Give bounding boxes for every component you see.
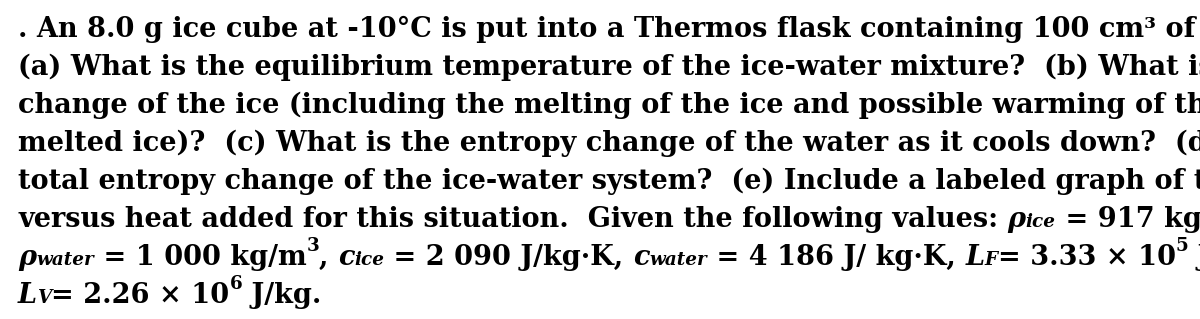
Text: water: water <box>649 251 707 269</box>
Text: versus heat added for this situation.  Given the following values:: versus heat added for this situation. Gi… <box>18 206 1008 233</box>
Text: F: F <box>985 251 997 269</box>
Text: = 2 090 J/kg·K,: = 2 090 J/kg·K, <box>384 244 634 271</box>
Text: = 4 186 J/ kg·K,: = 4 186 J/ kg·K, <box>707 244 966 271</box>
Text: L: L <box>966 244 985 271</box>
Text: c: c <box>634 244 649 271</box>
Text: = 917 kg/m: = 917 kg/m <box>1056 206 1200 233</box>
Text: L: L <box>18 282 37 309</box>
Text: = 2.26 × 10: = 2.26 × 10 <box>52 282 229 309</box>
Text: J/kg.: J/kg. <box>242 282 322 309</box>
Text: change of the ice (including the melting of the ice and possible warming of the : change of the ice (including the melting… <box>18 92 1200 119</box>
Text: 6: 6 <box>229 275 242 293</box>
Text: . An 8.0 g ice cube at -10°C is put into a Thermos flask containing 100 cm³ of w: . An 8.0 g ice cube at -10°C is put into… <box>18 16 1200 43</box>
Text: c: c <box>338 244 354 271</box>
Text: water: water <box>36 251 94 269</box>
Text: 5: 5 <box>1176 237 1188 255</box>
Text: 3: 3 <box>306 237 319 255</box>
Text: (a) What is the equilibrium temperature of the ice-water mixture?  (b) What is t: (a) What is the equilibrium temperature … <box>18 54 1200 81</box>
Text: ice: ice <box>1026 213 1056 231</box>
Text: V: V <box>37 289 52 307</box>
Text: ρ: ρ <box>18 244 36 271</box>
Text: total entropy change of the ice-water system?  (e) Include a labeled graph of te: total entropy change of the ice-water sy… <box>18 168 1200 195</box>
Text: ice: ice <box>354 251 384 269</box>
Text: = 1 000 kg/m: = 1 000 kg/m <box>94 244 306 271</box>
Text: ,: , <box>319 244 338 271</box>
Text: melted ice)?  (c) What is the entropy change of the water as it cools down?  (d): melted ice)? (c) What is the entropy cha… <box>18 130 1200 157</box>
Text: J/kg, and: J/kg, and <box>1188 244 1200 271</box>
Text: ρ: ρ <box>1008 206 1026 233</box>
Text: = 3.33 × 10: = 3.33 × 10 <box>997 244 1176 271</box>
